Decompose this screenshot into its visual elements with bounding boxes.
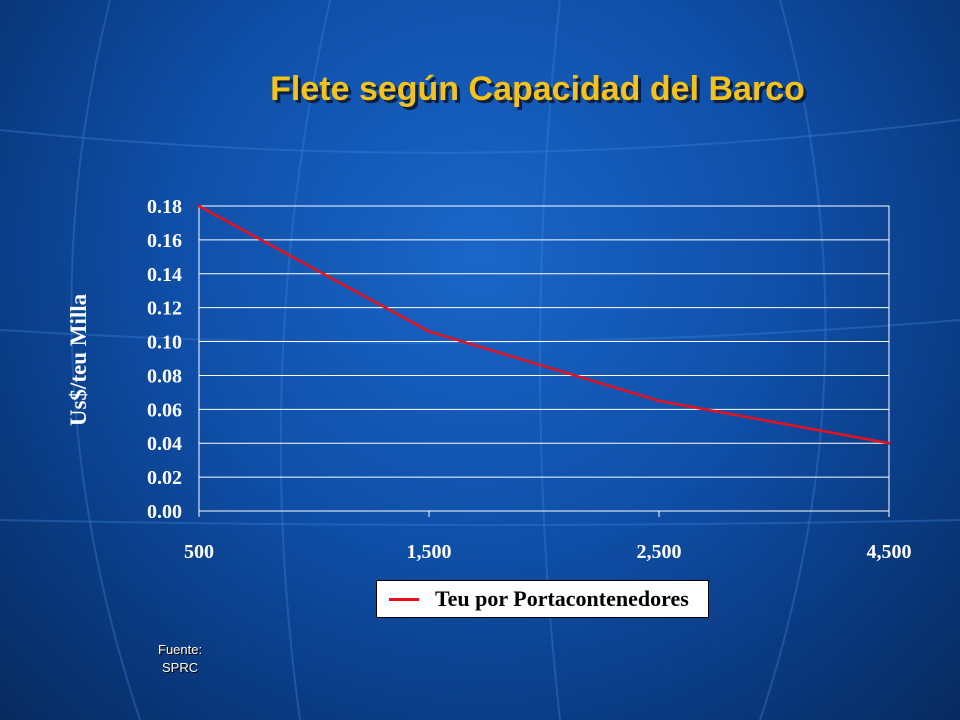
series-layer	[197, 204, 891, 445]
x-tick-label: 1,500	[407, 541, 452, 563]
y-tick-label: 0.18	[147, 196, 182, 218]
data-point	[657, 399, 661, 403]
legend-swatch-line	[389, 597, 419, 601]
y-tick-label: 0.14	[147, 264, 182, 286]
gridlines	[199, 205, 889, 512]
y-tick-label: 0.08	[147, 365, 182, 387]
y-tick-label: 0.10	[147, 332, 182, 354]
y-tick-label: 0.06	[147, 399, 182, 421]
legend-label: Teu por Portacontenedores	[435, 586, 689, 611]
source-label: Fuente:	[158, 642, 203, 657]
y-tick-label: 0.02	[147, 467, 182, 489]
x-axis-tick-labels: 500 1,500 2,500 4,500	[184, 541, 912, 563]
y-axis-tick-labels: 0.00 0.02 0.04 0.06 0.08 0.10 0.12 0.14 0.16 0.18	[147, 196, 182, 523]
data-point	[887, 441, 891, 445]
legend: Teu por Portacontenedores	[376, 580, 709, 618]
y-tick-label: 0.12	[147, 298, 182, 320]
data-point	[427, 329, 431, 333]
x-tick-label: 4,500	[867, 541, 912, 563]
series-line	[198, 204, 890, 445]
plot-area	[198, 205, 890, 512]
slide-title: Flete según Capacidad del Barco	[270, 70, 805, 108]
y-axis-label: Us$/teu Milla	[66, 293, 91, 427]
y-tick-label: 0.16	[147, 230, 182, 252]
source-note: Fuente: SPRC	[158, 641, 202, 677]
y-tick-label: 0.04	[147, 433, 182, 455]
source-value: SPRC	[161, 660, 199, 675]
y-tick-label: 0.00	[147, 501, 182, 523]
x-axis-ticks	[198, 511, 890, 517]
data-point	[197, 204, 201, 208]
x-tick-label: 500	[184, 541, 214, 563]
x-tick-label: 2,500	[637, 541, 682, 563]
